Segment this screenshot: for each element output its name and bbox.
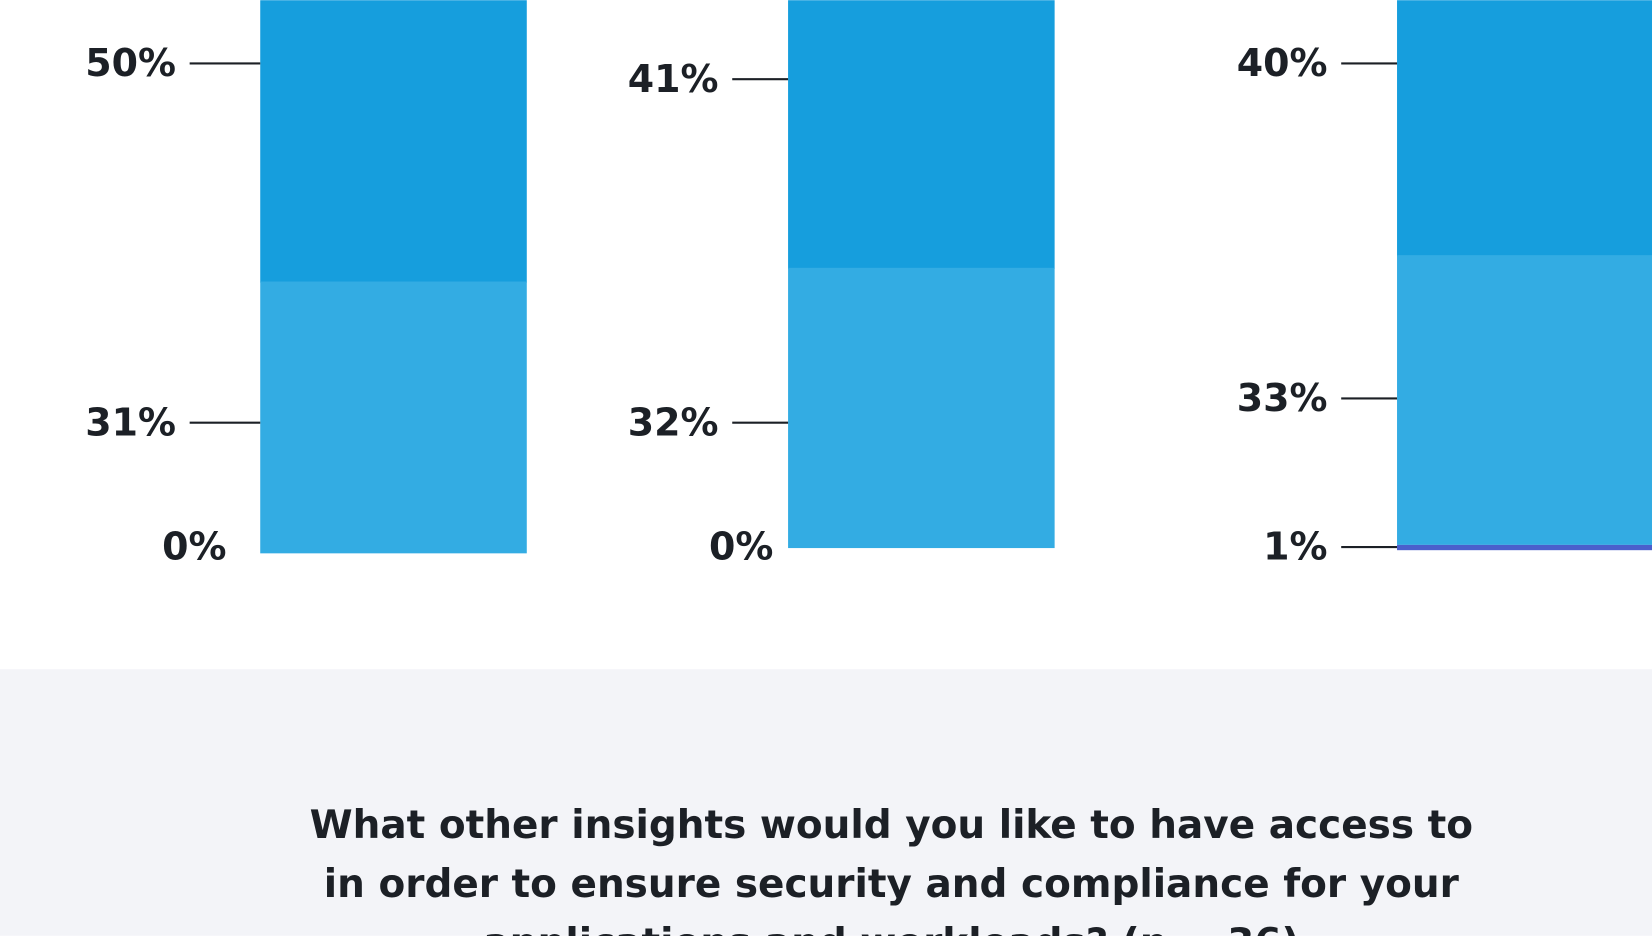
question-text: What other insights would you like to ha… — [310, 803, 1473, 848]
value-label: 1% — [1263, 525, 1327, 569]
question-section — [0, 669, 1652, 936]
value-label: 33% — [1237, 376, 1328, 420]
question-text: applications and workloads? (n = 36) — [483, 921, 1299, 936]
bar-segment — [788, 0, 1055, 269]
bar-panel: 40% 33% 1% — [1237, 0, 1652, 569]
bar-panel: 41% 32% 0% — [628, 0, 1055, 569]
value-label: 40% — [1237, 41, 1328, 85]
bar-panel: 50% 31% 0% — [85, 0, 527, 569]
bar-segment — [1397, 544, 1652, 551]
bar-segment — [1397, 0, 1652, 257]
bar-segment — [788, 267, 1055, 549]
question-text: in order to ensure security and complian… — [324, 862, 1460, 907]
value-label: 32% — [628, 400, 719, 444]
bar-segment — [260, 0, 527, 283]
value-label: 31% — [85, 400, 176, 444]
bar-segment — [260, 281, 527, 554]
value-label: 0% — [709, 525, 773, 569]
value-label: 50% — [85, 41, 176, 85]
value-label: 41% — [628, 57, 719, 101]
value-label: 0% — [162, 525, 226, 569]
bar-segment — [1397, 255, 1652, 545]
